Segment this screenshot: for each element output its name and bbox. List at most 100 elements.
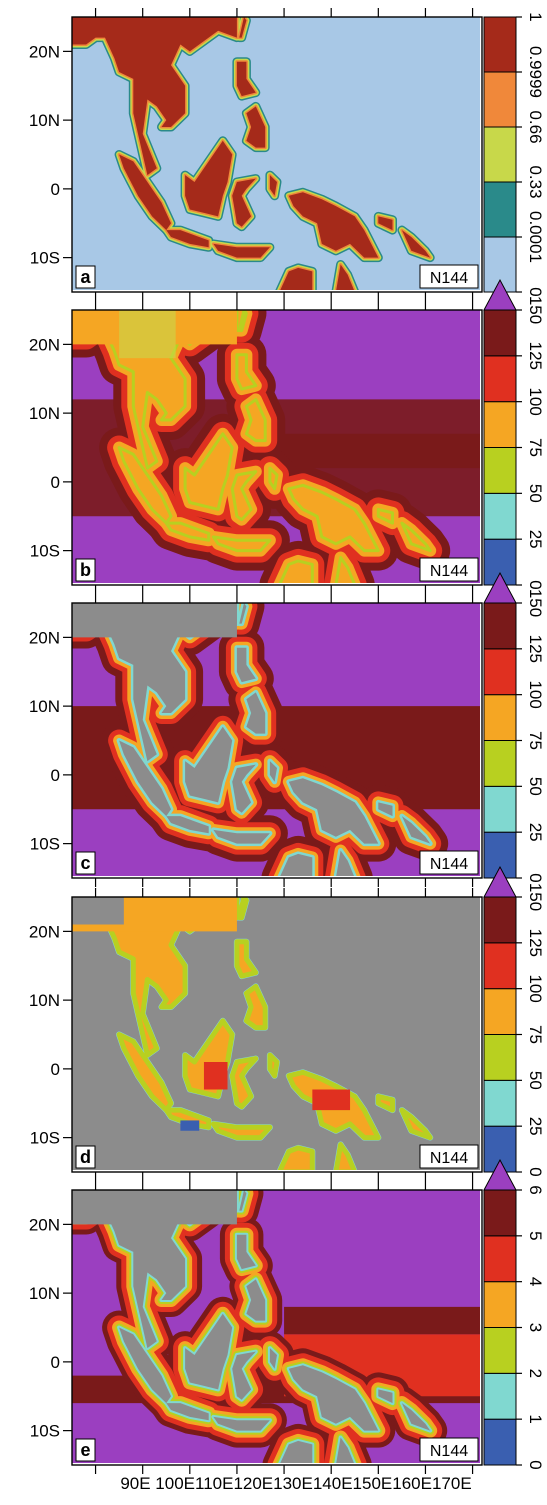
lat-tick-label: 20N (29, 335, 60, 354)
colorbar-label: 1 (526, 1414, 545, 1423)
colorbar-swatch (483, 1189, 517, 1237)
colorbar-label: 50 (526, 777, 545, 796)
map-frame (71, 1189, 483, 1466)
colorbar-swatch (483, 1281, 517, 1328)
land-area (185, 726, 233, 803)
land-area (246, 106, 266, 148)
land-area (166, 1403, 209, 1421)
lat-tick-label: 20N (29, 42, 60, 61)
lat-tick-label: 10S (30, 249, 60, 268)
land-area (401, 816, 431, 844)
colorbar-label: 125 (526, 342, 545, 370)
land-area (278, 559, 314, 583)
land-highland (119, 310, 176, 359)
land-area (269, 761, 277, 782)
land-area (213, 829, 270, 844)
land-area (236, 897, 249, 921)
land-interior (203, 1062, 228, 1090)
map-frame (71, 309, 483, 586)
map-c: 20N 10N 0 10S c N144 (29, 594, 483, 887)
panel-letter: d (80, 1147, 91, 1167)
colorbar-label: 25 (526, 1117, 545, 1136)
land-area (237, 310, 248, 333)
panel-c: 20N 10N 0 10S c N144 0 25 50 75 100 125 150 (29, 571, 545, 887)
lat-tick-label: 20N (29, 1215, 60, 1234)
land-area (378, 216, 393, 231)
land-area (268, 466, 279, 491)
lat-tick-label: 10N (29, 697, 60, 716)
land-area (211, 535, 272, 553)
resolution-box: N144 (419, 557, 479, 582)
land-area (269, 175, 277, 196)
resolution-box: N144 (419, 1437, 479, 1462)
panel-d: 20N 10N 0 10S d N144 0 25 50 75 100 125 150 (29, 865, 545, 1181)
map-frame (71, 16, 483, 293)
land-area (164, 521, 211, 542)
colorbar-label: 25 (526, 823, 545, 842)
map-a: 20N 10N 0 10S a N144 (29, 8, 483, 301)
panel-letter-box: b (75, 558, 96, 582)
land-area (116, 1032, 174, 1113)
land-area (213, 243, 270, 258)
lat-tick-label: 10S (30, 1129, 60, 1148)
colorbar-swatch (483, 126, 517, 183)
colorbar-swatch (483, 1235, 517, 1283)
map-d: 20N 10N 0 10S d N144 (29, 888, 483, 1181)
land-area (166, 816, 209, 834)
colorbar-b: 0 25 50 75 100 125 150 (483, 278, 545, 590)
land-area (280, 853, 313, 876)
map-content (72, 1190, 480, 1463)
resolution-box: N144 (419, 264, 479, 289)
band (284, 726, 480, 762)
land-area (119, 740, 171, 817)
land-lowland (180, 1120, 200, 1131)
land-area (166, 230, 209, 248)
land-area (333, 1142, 357, 1170)
colorbar-swatch (483, 181, 517, 238)
colorbar-label: 125 (526, 635, 545, 663)
land-area (287, 483, 380, 553)
land-area (244, 397, 267, 443)
letter-bg (75, 1145, 96, 1169)
lat-tick-label: 10N (29, 404, 60, 423)
colorbar-label: 0.66 (526, 110, 545, 143)
resolution-bg (419, 1437, 479, 1462)
lat-tick-label: 10N (29, 111, 60, 130)
land-area (243, 983, 268, 1031)
lat-tick-label: 10N (29, 1284, 60, 1303)
colorbar-label: 75 (526, 1025, 545, 1044)
resolution-label: N144 (430, 856, 468, 873)
panel-letter-box: e (75, 1438, 96, 1462)
colorbar-swatch (483, 1327, 517, 1374)
map-b: 20N 10N 0 10S b N144 (29, 301, 483, 594)
land-area (401, 230, 431, 258)
lat-tick-label: 0 (51, 180, 60, 199)
colorbar-a: 0 0.0001 0.33 0.66 0.9999 1 (483, 12, 545, 297)
colorbar-e: 0 1 2 3 4 5 6 (483, 1158, 545, 1470)
land-area (72, 1190, 237, 1349)
land-area (236, 61, 256, 97)
map-e: 20N 10N 0 10S e N144 (29, 1181, 483, 1474)
band (284, 1306, 480, 1335)
land-area (269, 1348, 277, 1369)
colorbar-label: 6 (526, 1185, 545, 1194)
land-area (288, 192, 379, 258)
colorbar-swatch (483, 1418, 517, 1466)
resolution-bg (419, 264, 479, 289)
resolution-label: N144 (430, 563, 468, 580)
land-area (234, 939, 259, 979)
resolution-box: N144 (419, 1144, 479, 1169)
land-area (277, 1145, 315, 1170)
land-area (232, 1351, 256, 1400)
resolution-box: N144 (419, 850, 479, 875)
colorbar-swatch (483, 1079, 517, 1127)
land-area (119, 1327, 171, 1404)
colorbar-label: 2 (526, 1369, 545, 1378)
land-area (401, 1403, 431, 1431)
colorbar-label: 100 (526, 387, 545, 415)
ocean-west (72, 897, 124, 925)
land-north (72, 1190, 237, 1225)
colorbar-swatch (483, 648, 517, 696)
